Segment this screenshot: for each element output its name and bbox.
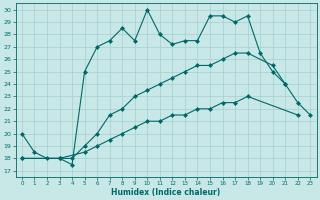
X-axis label: Humidex (Indice chaleur): Humidex (Indice chaleur) — [111, 188, 221, 197]
